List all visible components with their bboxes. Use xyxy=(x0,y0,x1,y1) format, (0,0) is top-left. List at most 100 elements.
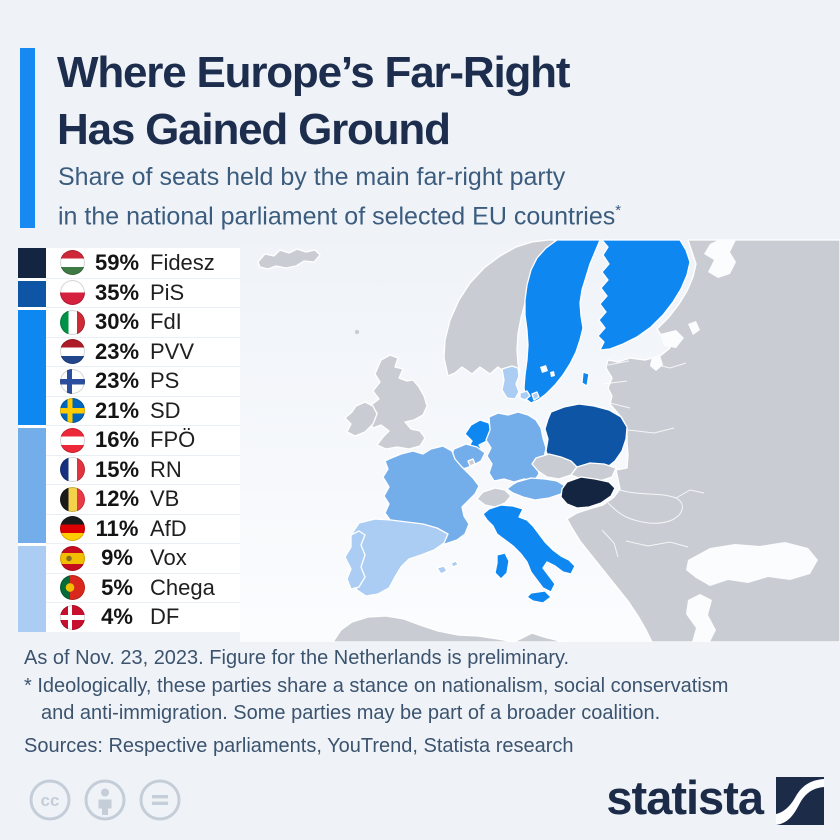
party-name: PiS xyxy=(150,279,185,305)
footnote-ideology-line1: * Ideologically, these parties share a s… xyxy=(24,674,729,697)
country-flag-icon xyxy=(60,516,85,542)
party-name: DF xyxy=(150,604,180,630)
party-name: SD xyxy=(150,397,181,423)
country-flag-icon xyxy=(60,575,85,601)
statista-wordmark: statista xyxy=(606,771,764,824)
legend-row: 5% Chega xyxy=(18,572,240,602)
legend-row: 30% FdI xyxy=(18,307,240,337)
footnote-as-of: As of Nov. 23, 2023. Figure for the Neth… xyxy=(24,647,570,669)
cc-no-derivatives-icon xyxy=(139,779,181,821)
statista-logo-mark xyxy=(776,776,824,825)
map-country-slovakia xyxy=(570,462,617,482)
seat-share-percent: 35% xyxy=(94,279,140,305)
seat-share-percent: 11% xyxy=(95,515,139,541)
map-island-gotland xyxy=(581,371,590,387)
creative-commons-icons: cc xyxy=(28,778,182,822)
band-color-swatch xyxy=(18,513,46,543)
footnotes: As of Nov. 23, 2023. Figure for the Neth… xyxy=(24,645,728,760)
statista-logo: statista xyxy=(606,770,824,825)
party-name: PS xyxy=(150,368,180,394)
band-color-swatch xyxy=(18,307,46,337)
map-legend: 59% Fidesz 35% PiS 30% FdI xyxy=(18,248,240,632)
map-water-aegean-sea xyxy=(686,594,716,642)
country-flag-icon xyxy=(60,339,85,365)
map-country-denmark xyxy=(501,365,540,401)
legend-row: 23% PS xyxy=(18,366,240,396)
seat-share-percent: 21% xyxy=(94,397,140,423)
map-islands-balearic xyxy=(436,560,459,575)
party-name: Chega xyxy=(150,574,215,600)
map-water-black-sea xyxy=(686,542,818,586)
map-country-austria xyxy=(506,477,566,501)
band-color-swatch xyxy=(18,336,46,366)
page-subtitle: Share of seats held by the main far-righ… xyxy=(58,161,621,233)
map-country-italy xyxy=(482,504,576,604)
party-name: RN xyxy=(150,456,182,482)
country-flag-icon xyxy=(60,250,85,276)
party-name: Vox xyxy=(150,545,187,571)
map-country-germany xyxy=(485,411,547,483)
seat-share-percent: 30% xyxy=(94,309,140,335)
map-country-luxembourg xyxy=(467,458,476,467)
map-water-lake-peipus xyxy=(650,355,663,371)
europe-choropleth-map xyxy=(240,230,840,642)
map-water-lake-ladoga xyxy=(660,321,700,348)
cc-icon: cc xyxy=(29,779,71,821)
legend-row: 12% VB xyxy=(18,484,240,514)
band-color-swatch xyxy=(18,454,46,484)
seat-share-percent: 59% xyxy=(94,249,140,275)
map-region-north-africa xyxy=(332,615,563,642)
country-flag-icon xyxy=(60,545,85,571)
map-water-white-sea xyxy=(704,240,736,278)
seat-share-percent: 5% xyxy=(101,574,133,600)
map-country-portugal xyxy=(344,530,366,590)
footnote-ideology-line2: and anti-immigration. Some parties may b… xyxy=(41,702,661,724)
band-color-swatch xyxy=(18,602,46,632)
legend-row: 23% PVV xyxy=(18,336,240,366)
title-line-2: Has Gained Ground xyxy=(57,105,451,154)
country-flag-icon xyxy=(60,486,85,512)
legend-row: 4% DF xyxy=(18,602,240,632)
band-color-swatch xyxy=(18,395,46,425)
map-country-finland xyxy=(597,239,691,351)
map-island-faroe xyxy=(354,329,360,335)
country-flag-icon xyxy=(60,427,85,453)
cc-attribution-icon xyxy=(84,779,126,821)
country-flag-icon xyxy=(60,309,85,335)
band-color-swatch xyxy=(18,366,46,396)
legend-row: 35% PiS xyxy=(18,277,240,307)
page-title: Where Europe’s Far-Right Has Gained Grou… xyxy=(57,44,570,158)
party-name: AfD xyxy=(150,515,187,541)
band-color-swatch xyxy=(18,543,46,573)
country-flag-icon xyxy=(60,398,85,424)
legend-row: 11% AfD xyxy=(18,513,240,543)
band-color-swatch xyxy=(18,484,46,514)
map-country-switzerland xyxy=(476,487,512,508)
sources-line: Sources: Respective parliaments, YouTren… xyxy=(24,734,574,757)
band-color-swatch xyxy=(18,425,46,455)
party-name: PVV xyxy=(150,338,195,364)
map-country-sweden xyxy=(523,239,601,404)
seat-share-percent: 4% xyxy=(101,604,133,630)
seat-share-percent: 12% xyxy=(94,486,140,512)
subtitle-line-1: Share of seats held by the main far-righ… xyxy=(58,163,566,191)
svg-text:cc: cc xyxy=(41,791,60,810)
seat-share-percent: 16% xyxy=(94,427,140,453)
country-borders xyxy=(601,360,705,558)
map-water-swedish-lakes xyxy=(540,365,555,377)
map-country-hungary xyxy=(560,476,616,509)
band-color-swatch xyxy=(18,572,46,602)
title-accent-bar xyxy=(20,48,35,228)
country-flag-icon xyxy=(60,604,85,630)
seat-share-percent: 15% xyxy=(94,456,140,482)
party-name: FdI xyxy=(150,309,182,335)
seat-share-percent: 23% xyxy=(94,368,140,394)
band-color-swatch xyxy=(18,277,46,307)
legend-row: 9% Vox xyxy=(18,543,240,573)
title-line-1: Where Europe’s Far-Right xyxy=(57,48,570,97)
country-flag-icon xyxy=(60,280,85,306)
party-name: FPÖ xyxy=(150,427,196,453)
legend-row: 59% Fidesz xyxy=(18,248,240,278)
seat-share-percent: 9% xyxy=(101,545,133,571)
